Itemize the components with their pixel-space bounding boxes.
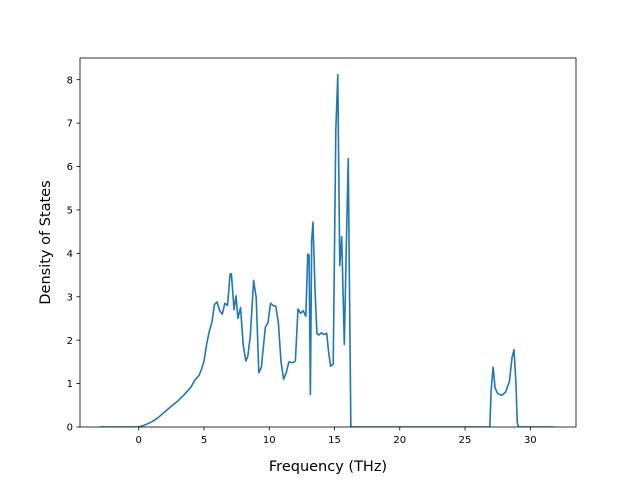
y-tick-label: 2 (67, 336, 73, 347)
dos-series-line-0 (99, 73, 554, 427)
y-tick-label: 6 (67, 162, 73, 173)
y-axis-label: Density of States (38, 180, 54, 304)
x-ticks: 0 5 10 15 20 25 30 (136, 427, 537, 446)
y-ticks: 0 1 2 3 4 5 6 7 8 (67, 75, 80, 434)
x-tick-label: 15 (328, 435, 341, 446)
x-tick-label: 25 (459, 435, 472, 446)
y-tick-label: 0 (67, 423, 73, 434)
x-tick-label: 30 (524, 435, 537, 446)
axes-frame (79, 57, 577, 428)
plot-layer (99, 73, 554, 427)
y-tick-label: 5 (67, 206, 73, 217)
y-tick-label: 3 (67, 292, 73, 303)
x-tick-label: 0 (136, 435, 142, 446)
x-tick-label: 10 (263, 435, 276, 446)
y-tick-label: 7 (67, 119, 73, 130)
y-tick-label: 8 (67, 75, 73, 86)
y-tick-label: 4 (67, 249, 73, 260)
x-tick-label: 20 (393, 435, 406, 446)
x-tick-label: 5 (201, 435, 207, 446)
x-axis-label: Frequency (THz) (269, 459, 387, 475)
y-tick-label: 1 (67, 379, 73, 390)
